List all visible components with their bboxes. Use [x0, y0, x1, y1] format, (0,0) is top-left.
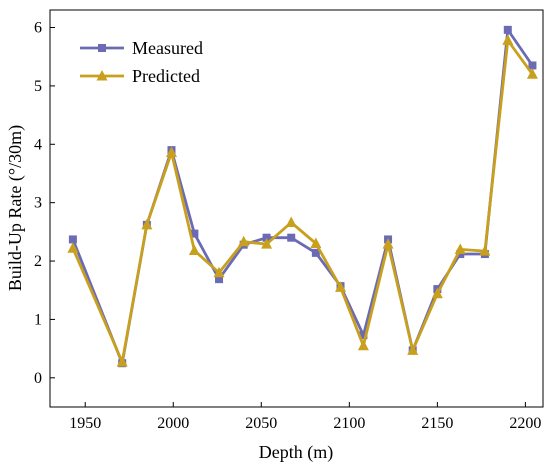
legend-label: Measured — [132, 38, 203, 58]
y-tick-label: 3 — [34, 195, 42, 212]
data-point-measured — [456, 250, 465, 259]
plot-frame — [49, 9, 544, 408]
data-point-predicted — [285, 216, 297, 228]
data-point-predicted — [335, 281, 347, 292]
x-tick-label: 1950 — [69, 415, 101, 432]
data-point-measured — [68, 235, 77, 244]
data-point-predicted — [67, 242, 79, 253]
data-point-predicted — [431, 287, 443, 299]
y-tick-label: 5 — [34, 78, 42, 95]
series-line-predicted — [71, 39, 534, 364]
data-point-predicted — [407, 344, 419, 355]
data-point-predicted — [526, 68, 538, 79]
data-point-predicted — [141, 218, 153, 230]
data-point-measured — [359, 331, 368, 340]
legend-swatch-marker — [98, 44, 106, 52]
legend-item-measured: Measured — [80, 38, 203, 58]
data-point-predicted — [357, 339, 369, 351]
data-point-measured — [311, 248, 320, 257]
x-tick-label: 2050 — [245, 415, 277, 432]
y-tick-label: 6 — [34, 20, 42, 37]
data-point-predicted — [502, 34, 514, 45]
y-axis-label: Build-Up Rate (°/30m) — [5, 125, 26, 291]
x-tick-label: 2000 — [157, 415, 189, 432]
data-point-measured — [503, 25, 512, 34]
data-point-predicted — [310, 237, 322, 249]
data-point-measured — [215, 275, 224, 284]
data-point-predicted — [261, 238, 273, 249]
data-point-predicted — [238, 235, 250, 247]
legend-item-predicted: Predicted — [80, 66, 200, 86]
data-point-measured — [190, 229, 199, 238]
y-tick-label: 0 — [34, 370, 42, 387]
series-layer — [67, 25, 538, 368]
legend-swatch-marker — [96, 70, 108, 81]
data-point-predicted — [479, 245, 491, 256]
x-tick-label: 2150 — [421, 415, 453, 432]
data-point-predicted — [165, 146, 177, 157]
y-tick-label: 2 — [34, 253, 42, 270]
data-point-measured — [262, 233, 271, 242]
data-point-predicted — [188, 244, 200, 256]
y-tick-label: 4 — [34, 136, 42, 153]
data-point-predicted — [454, 243, 466, 254]
legend: Measured Predicted — [80, 38, 203, 86]
x-tick-label: 2200 — [509, 415, 541, 432]
legend-label: Predicted — [132, 66, 200, 86]
x-tick-label: 2100 — [333, 415, 365, 432]
series-predicted — [67, 34, 538, 367]
data-point-measured — [287, 233, 296, 242]
x-axis-label: Depth (m) — [259, 442, 333, 463]
data-point-predicted — [382, 238, 394, 249]
data-point-predicted — [213, 266, 225, 278]
y-tick-label: 1 — [34, 311, 42, 328]
data-point-predicted — [116, 356, 128, 367]
axes: 1950 2000 2050 2100 2150 2200 0 1 2 3 4 5 6 — [34, 20, 541, 432]
data-point-measured — [528, 61, 537, 70]
